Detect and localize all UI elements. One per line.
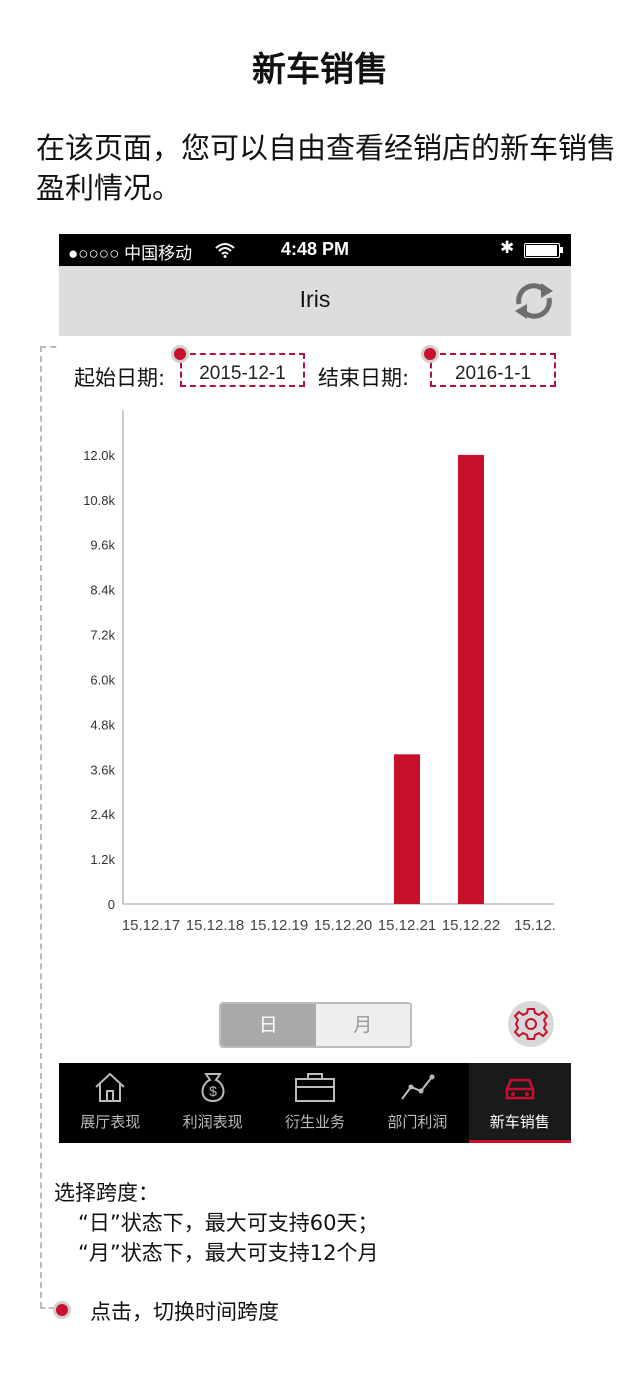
svg-text:$: $ bbox=[209, 1083, 217, 1099]
chart-bar bbox=[394, 754, 420, 904]
battery-icon bbox=[524, 243, 560, 258]
x-tick-label: 15.12.19 bbox=[250, 917, 308, 934]
nav-title: Iris bbox=[299, 286, 331, 312]
navigation-bar: Iris bbox=[59, 266, 571, 336]
y-tick-label: 9.6k bbox=[90, 538, 115, 553]
page-title: 新车销售 bbox=[252, 50, 388, 90]
tab-bar: 展厅表现 $ 利润表现 衍生业务 部门利润 新车销售 bbox=[59, 1063, 572, 1143]
intro-text: 在该页面，您可以自由查看经销店的新车销售盈利情况。 bbox=[36, 131, 617, 205]
x-tick-label: 15.12.20 bbox=[314, 917, 372, 934]
tab-label: 利润表现 bbox=[182, 1113, 243, 1131]
clock: 4:48 PM bbox=[280, 239, 350, 259]
tab-label: 衍生业务 bbox=[284, 1113, 345, 1131]
x-tick-label: 15.12.21 bbox=[378, 917, 436, 934]
span-note-title: 选择跨度： bbox=[54, 1181, 159, 1205]
y-tick-label: 10.8k bbox=[83, 493, 115, 508]
tab-showroom[interactable]: 展厅表现 bbox=[59, 1063, 161, 1143]
start-date-field[interactable]: 2015-12-1 bbox=[180, 353, 305, 387]
annotation-dot-end bbox=[421, 345, 439, 363]
month-toggle[interactable]: 月 bbox=[315, 1004, 410, 1046]
wifi-icon bbox=[215, 243, 235, 258]
y-tick-label: 0 bbox=[108, 897, 115, 912]
tab-derivative[interactable]: 衍生业务 bbox=[264, 1063, 366, 1143]
span-note-day: “日”状态下，最大可支持60天； bbox=[78, 1211, 379, 1235]
annotation-dot-click bbox=[53, 1301, 71, 1319]
start-date-label: 起始日期: bbox=[74, 366, 166, 390]
tab-profit[interactable]: $ 利润表现 bbox=[161, 1063, 263, 1143]
tab-new-car-sales[interactable]: 新车销售 bbox=[468, 1063, 572, 1143]
day-toggle[interactable]: 日 bbox=[221, 1004, 316, 1046]
tab-label: 展厅表现 bbox=[80, 1113, 141, 1131]
car-icon bbox=[505, 1078, 534, 1100]
y-tick-label: 4.8k bbox=[90, 717, 115, 732]
y-tick-label: 8.4k bbox=[90, 583, 115, 598]
status-bar: ●○○○○ 中国移动 4:48 PM ✱ bbox=[59, 234, 571, 266]
house-icon bbox=[95, 1072, 125, 1102]
tab-label: 新车销售 bbox=[489, 1113, 550, 1131]
bar-chart: 0 1.2k 2.4k 3.6k 4.8k 6.0k 7.2k 8.4k 9.6k 10.8k 12… bbox=[83, 410, 556, 934]
tab-label: 部门利润 bbox=[387, 1113, 448, 1131]
chart-bar bbox=[458, 454, 484, 904]
battery-tip bbox=[560, 247, 563, 253]
end-date-field[interactable]: 2016-1-1 bbox=[430, 353, 556, 387]
money-bag-icon: $ bbox=[201, 1073, 225, 1103]
briefcase-icon bbox=[294, 1073, 335, 1102]
y-tick-label: 7.2k bbox=[90, 628, 115, 643]
y-tick-label: 2.4k bbox=[90, 807, 115, 822]
span-toggle: 日 月 bbox=[219, 1002, 412, 1048]
x-tick-label: 15.12. bbox=[514, 917, 556, 934]
annotation-dot-start bbox=[171, 345, 189, 363]
bluetooth-icon: ✱ bbox=[500, 238, 515, 257]
y-tick-label: 3.6k bbox=[90, 762, 115, 777]
gear-icon bbox=[513, 1008, 549, 1040]
settings-button[interactable] bbox=[508, 1001, 554, 1047]
annotation-line-bottom bbox=[40, 1307, 54, 1309]
x-tick-label: 15.12.17 bbox=[122, 917, 180, 934]
y-tick-label: 6.0k bbox=[90, 672, 115, 687]
carrier-label: ●○○○○ 中国移动 bbox=[68, 244, 193, 263]
span-note: 选择跨度： “日”状态下，最大可支持60天； “月”状态下，最大可支持12个月 bbox=[54, 1178, 378, 1268]
end-date-label: 结束日期: bbox=[318, 366, 410, 390]
x-tick-label: 15.12.18 bbox=[186, 917, 244, 934]
annotation-line bbox=[40, 346, 42, 1308]
tab-department[interactable]: 部门利润 bbox=[366, 1063, 468, 1143]
click-note: 点击，切换时间跨度 bbox=[90, 1300, 279, 1324]
y-tick-label: 1.2k bbox=[90, 852, 115, 867]
refresh-icon[interactable] bbox=[511, 280, 557, 322]
y-tick-label: 12.0k bbox=[83, 448, 115, 463]
x-tick-label: 15.12.22 bbox=[442, 917, 500, 934]
line-chart-icon bbox=[401, 1074, 435, 1100]
span-note-month: “月”状态下，最大可支持12个月 bbox=[78, 1241, 379, 1265]
